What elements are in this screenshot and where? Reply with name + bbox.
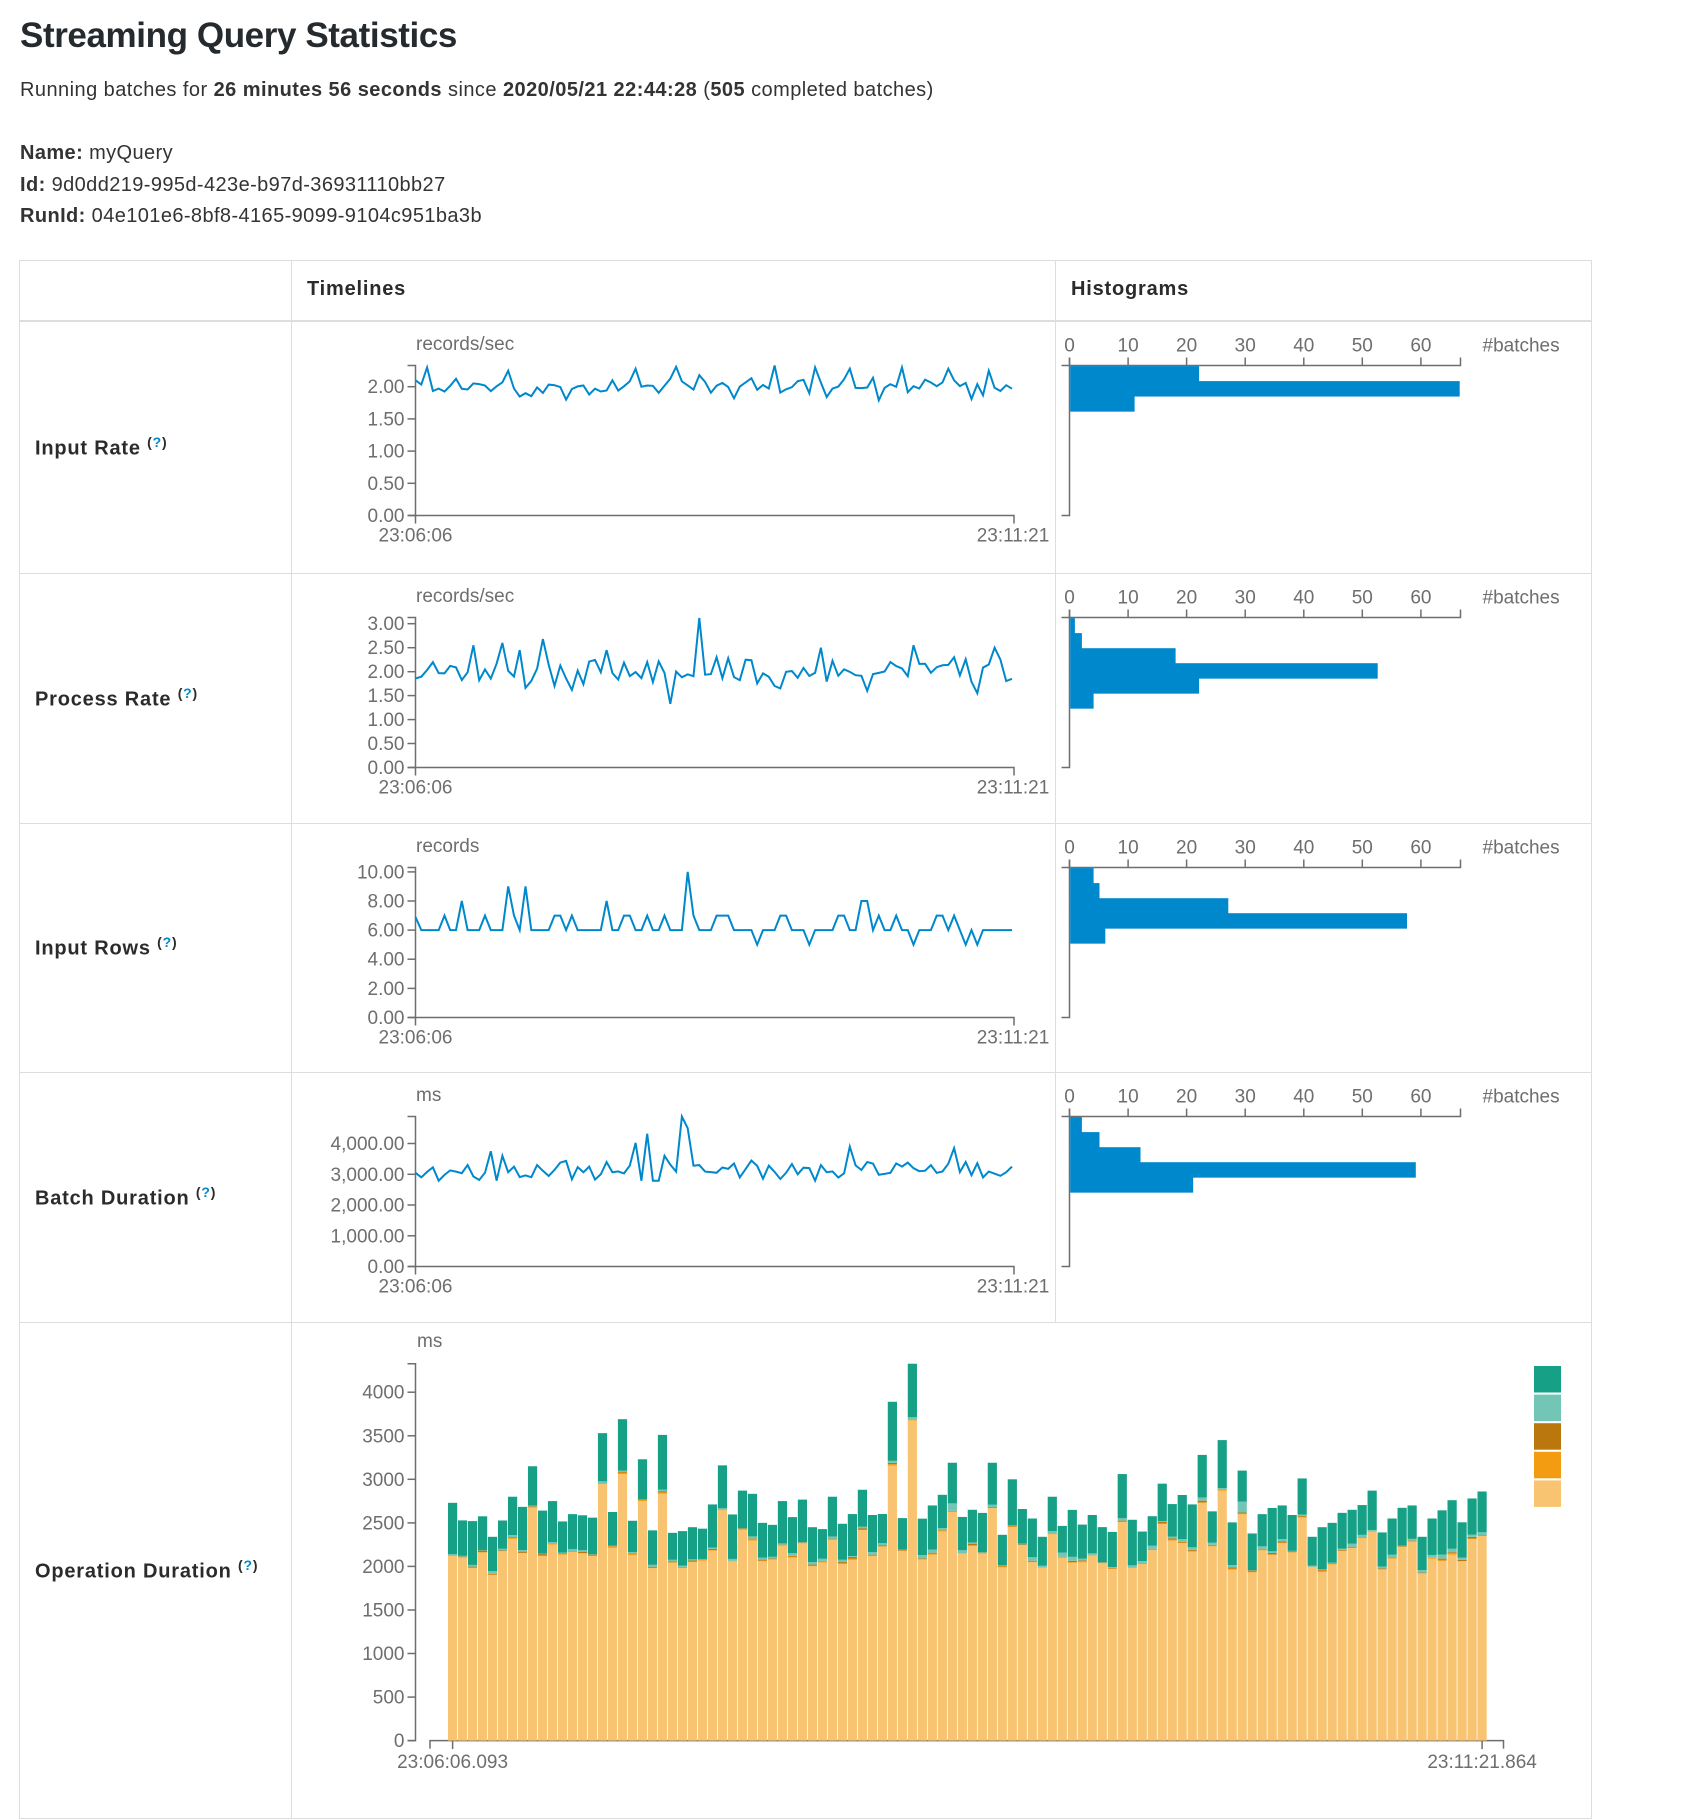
svg-text:2.00: 2.00	[368, 979, 405, 1000]
svg-text:0.00: 0.00	[368, 506, 405, 527]
svg-text:records: records	[416, 836, 479, 857]
svg-text:1.00: 1.00	[368, 710, 405, 731]
svg-text:23:06:06: 23:06:06	[379, 526, 453, 547]
svg-text:23:06:06: 23:06:06	[379, 1277, 453, 1298]
svg-text:40: 40	[1293, 1087, 1314, 1108]
svg-text:0: 0	[1064, 838, 1075, 859]
svg-text:#batches: #batches	[1483, 838, 1560, 859]
svg-text:2,000.00: 2,000.00	[331, 1196, 405, 1217]
svg-text:4,000.00: 4,000.00	[331, 1134, 405, 1155]
svg-text:10: 10	[1118, 588, 1139, 609]
svg-text:0.00: 0.00	[368, 758, 405, 779]
svg-text:4.00: 4.00	[368, 950, 405, 971]
svg-text:1000: 1000	[362, 1644, 404, 1665]
svg-text:10: 10	[1118, 1087, 1139, 1108]
svg-text:2000: 2000	[362, 1557, 404, 1578]
svg-text:30: 30	[1235, 1087, 1256, 1108]
svg-text:0: 0	[1064, 336, 1075, 357]
svg-text:4000: 4000	[362, 1383, 404, 1404]
svg-text:#batches: #batches	[1483, 588, 1560, 609]
svg-text:10: 10	[1118, 838, 1139, 859]
svg-text:40: 40	[1293, 588, 1314, 609]
svg-text:20: 20	[1176, 838, 1197, 859]
svg-text:500: 500	[373, 1688, 405, 1709]
svg-text:records/sec: records/sec	[416, 586, 514, 607]
svg-text:3500: 3500	[362, 1426, 404, 1447]
svg-text:0.00: 0.00	[368, 1257, 405, 1278]
svg-text:1.50: 1.50	[368, 686, 405, 707]
svg-text:0: 0	[394, 1731, 405, 1752]
svg-text:3000: 3000	[362, 1470, 404, 1491]
svg-text:23:11:21: 23:11:21	[977, 1277, 1050, 1298]
svg-text:23:11:21: 23:11:21	[977, 1028, 1050, 1049]
svg-text:50: 50	[1352, 1087, 1373, 1108]
svg-text:ms: ms	[417, 1331, 442, 1352]
svg-text:2.00: 2.00	[368, 662, 405, 683]
svg-text:3,000.00: 3,000.00	[331, 1165, 405, 1186]
svg-text:23:06:06.093: 23:06:06.093	[397, 1752, 508, 1773]
svg-text:0: 0	[1064, 1087, 1075, 1108]
svg-text:2.00: 2.00	[368, 377, 405, 398]
svg-text:60: 60	[1410, 1087, 1431, 1108]
svg-text:0.50: 0.50	[368, 474, 405, 495]
svg-text:1.50: 1.50	[368, 409, 405, 430]
svg-text:23:06:06: 23:06:06	[379, 1028, 453, 1049]
svg-text:20: 20	[1176, 1087, 1197, 1108]
svg-text:3.00: 3.00	[368, 614, 405, 635]
svg-text:50: 50	[1352, 336, 1373, 357]
svg-text:50: 50	[1352, 588, 1373, 609]
svg-text:10.00: 10.00	[357, 862, 405, 883]
svg-text:0.50: 0.50	[368, 734, 405, 755]
svg-text:6.00: 6.00	[368, 921, 405, 942]
svg-text:23:06:06: 23:06:06	[379, 778, 453, 799]
svg-text:#batches: #batches	[1483, 1087, 1560, 1108]
svg-text:30: 30	[1235, 336, 1256, 357]
svg-text:0.00: 0.00	[368, 1008, 405, 1029]
svg-text:ms: ms	[416, 1085, 441, 1106]
svg-text:23:11:21: 23:11:21	[977, 526, 1050, 547]
svg-text:1500: 1500	[362, 1601, 404, 1622]
svg-text:records/sec: records/sec	[416, 334, 514, 355]
svg-text:0: 0	[1064, 588, 1075, 609]
svg-text:2.50: 2.50	[368, 638, 405, 659]
svg-text:23:11:21.864: 23:11:21.864	[1427, 1752, 1537, 1773]
svg-text:20: 20	[1176, 588, 1197, 609]
svg-text:30: 30	[1235, 838, 1256, 859]
svg-text:60: 60	[1410, 336, 1431, 357]
svg-text:40: 40	[1293, 838, 1314, 859]
svg-text:50: 50	[1352, 838, 1373, 859]
svg-text:23:11:21: 23:11:21	[977, 778, 1050, 799]
svg-text:20: 20	[1176, 336, 1197, 357]
svg-text:8.00: 8.00	[368, 892, 405, 913]
svg-text:10: 10	[1118, 336, 1139, 357]
svg-text:1.00: 1.00	[368, 442, 405, 463]
svg-text:30: 30	[1235, 588, 1256, 609]
svg-text:40: 40	[1293, 336, 1314, 357]
svg-text:1,000.00: 1,000.00	[331, 1226, 405, 1247]
svg-text:60: 60	[1410, 588, 1431, 609]
svg-text:60: 60	[1410, 838, 1431, 859]
svg-text:#batches: #batches	[1483, 336, 1560, 357]
svg-text:2500: 2500	[362, 1513, 404, 1534]
